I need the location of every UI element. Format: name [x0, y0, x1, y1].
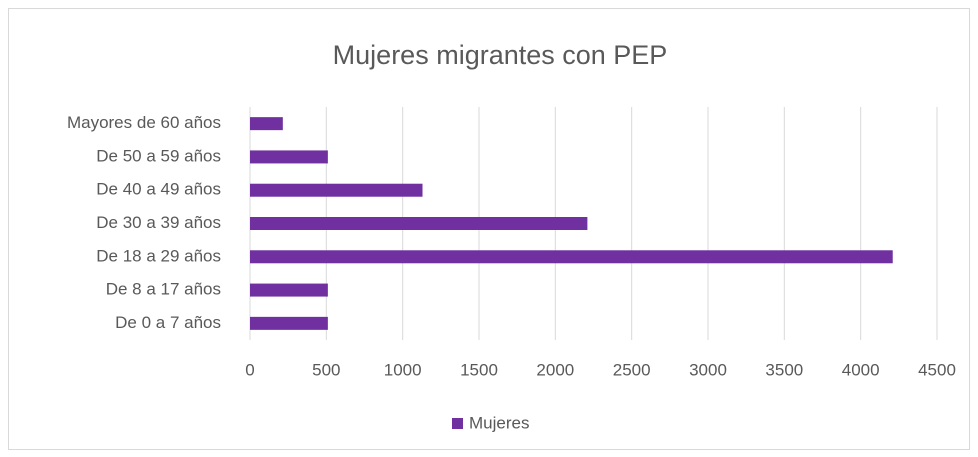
bar	[250, 316, 328, 330]
bar	[250, 150, 328, 164]
bar	[250, 183, 423, 197]
x-tick-label: 500	[312, 360, 340, 379]
legend-swatch	[452, 418, 463, 429]
x-tick-label: 3000	[689, 360, 727, 379]
x-tick-label: 0	[245, 360, 254, 379]
y-tick-label: De 8 a 17 años	[106, 280, 221, 299]
x-tick-label: 2000	[536, 360, 574, 379]
x-tick-label: 1000	[384, 360, 422, 379]
y-tick-label: De 40 a 49 años	[96, 180, 221, 199]
x-tick-label: 4500	[918, 360, 956, 379]
y-tick-label: De 18 a 29 años	[96, 246, 221, 265]
y-tick-label: De 50 a 59 años	[96, 146, 221, 165]
y-tick-label: De 30 a 39 años	[96, 213, 221, 232]
y-tick-label: De 0 a 7 años	[115, 313, 221, 332]
y-tick-label: Mayores de 60 años	[67, 113, 221, 132]
bar	[250, 217, 588, 230]
chart-title: Mujeres migrantes con PEP	[333, 40, 668, 70]
legend-label: Mujeres	[469, 413, 529, 432]
bar	[250, 117, 283, 131]
x-tick-label: 4000	[842, 360, 880, 379]
x-tick-label: 2500	[613, 360, 651, 379]
x-tick-label: 1500	[460, 360, 498, 379]
bar	[250, 283, 328, 297]
x-tick-label: 3500	[765, 360, 803, 379]
bar	[250, 250, 893, 264]
